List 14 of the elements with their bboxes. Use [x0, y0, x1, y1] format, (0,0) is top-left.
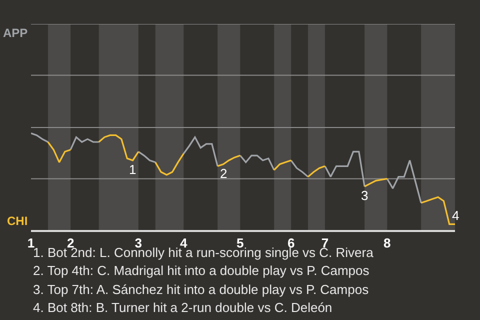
- text: APP: [3, 26, 28, 40]
- annotation: 3: [361, 188, 368, 203]
- text: 2. Top 4th: C. Madrigal hit into a double play vs P. Campos: [33, 263, 370, 278]
- x-tick-label: 4: [180, 236, 188, 251]
- text: 3. Top 7th: A. Sánchez hit into a double play vs P. Campos: [33, 282, 370, 297]
- annotation: 1: [129, 162, 136, 177]
- annotation: 2: [220, 166, 228, 181]
- annotation: 4: [452, 208, 460, 223]
- x-tick-label: 3: [134, 236, 142, 251]
- x-tick-label: 5: [236, 236, 244, 251]
- x-tick-label: 8: [384, 236, 391, 251]
- text: CHI: [7, 214, 28, 228]
- x-tick-label: 1: [27, 236, 35, 251]
- text: 4. Bot 8th: B. Turner hit a 2-run double vs C. Deleón: [33, 300, 332, 315]
